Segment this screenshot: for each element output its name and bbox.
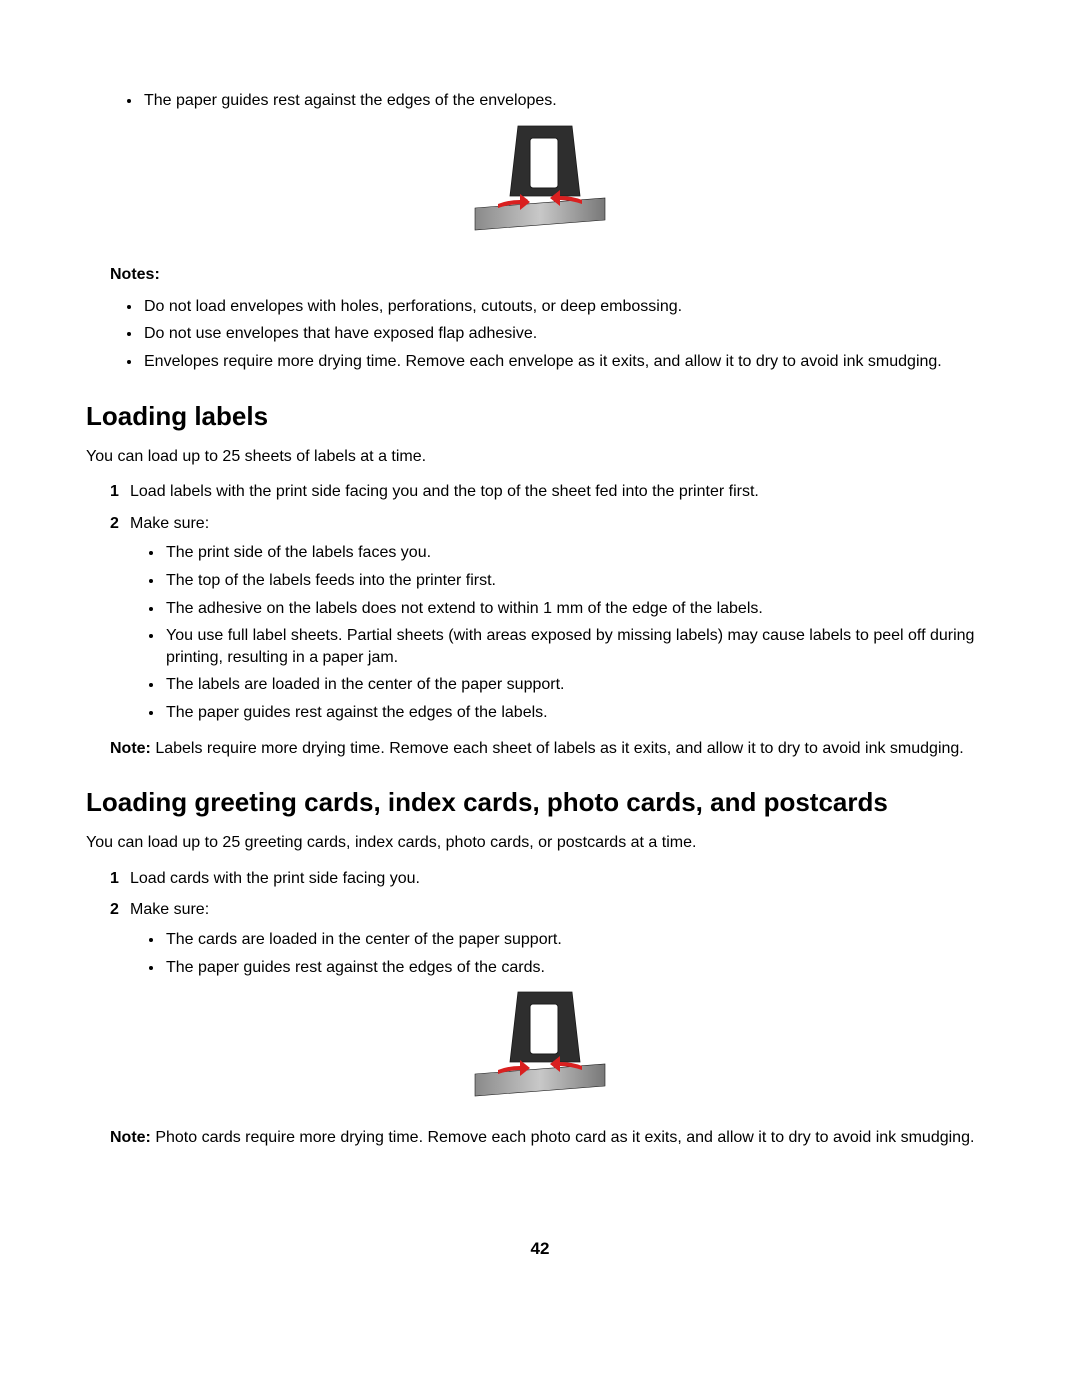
bullet-item: The print side of the labels faces you. bbox=[164, 542, 994, 564]
cards-step2-bullets: The cards are loaded in the center of th… bbox=[164, 929, 994, 978]
loading-labels-heading: Loading labels bbox=[86, 399, 994, 434]
labels-step-1: 1 Load labels with the print side facing… bbox=[110, 481, 994, 503]
cards-step-2: 2 Make sure: bbox=[110, 899, 994, 921]
bullet-item: The top of the labels feeds into the pri… bbox=[164, 570, 994, 592]
envelope-guides-bullet: The paper guides rest against the edges … bbox=[142, 90, 994, 112]
labels-step-2: 2 Make sure: bbox=[110, 513, 994, 535]
step-number: 1 bbox=[110, 481, 130, 503]
step-number: 2 bbox=[110, 513, 130, 535]
step-text: Make sure: bbox=[130, 513, 994, 535]
note-item: Do not load envelopes with holes, perfor… bbox=[142, 296, 994, 318]
page-number: 42 bbox=[86, 1238, 994, 1261]
note-label: Note: bbox=[110, 740, 151, 757]
cards-step-1: 1 Load cards with the print side facing … bbox=[110, 868, 994, 890]
step-number: 2 bbox=[110, 899, 130, 921]
envelope-notes-list: Do not load envelopes with holes, perfor… bbox=[142, 296, 994, 373]
bullet-item: The labels are loaded in the center of t… bbox=[164, 674, 994, 696]
cards-note: Note: Photo cards require more drying ti… bbox=[110, 1127, 994, 1149]
note-text: Labels require more drying time. Remove … bbox=[151, 740, 964, 757]
step-text: Load cards with the print side facing yo… bbox=[130, 868, 994, 890]
cards-illustration-wrap bbox=[86, 986, 994, 1113]
labels-note: Note: Labels require more drying time. R… bbox=[110, 738, 994, 760]
printer-feed-illustration bbox=[470, 120, 610, 240]
loading-cards-heading: Loading greeting cards, index cards, pho… bbox=[86, 785, 994, 820]
bullet-item: The paper guides rest against the edges … bbox=[164, 702, 994, 724]
labels-step2-bullets: The print side of the labels faces you. … bbox=[164, 542, 994, 723]
notes-heading: Notes: bbox=[110, 264, 994, 286]
envelope-illustration-wrap bbox=[86, 120, 994, 247]
note-label: Note: bbox=[110, 1129, 151, 1146]
labels-intro: You can load up to 25 sheets of labels a… bbox=[86, 446, 994, 468]
step-number: 1 bbox=[110, 868, 130, 890]
note-item: Do not use envelopes that have exposed f… bbox=[142, 323, 994, 345]
bullet-item: The cards are loaded in the center of th… bbox=[164, 929, 994, 951]
step-text: Load labels with the print side facing y… bbox=[130, 481, 994, 503]
bullet-item: The adhesive on the labels does not exte… bbox=[164, 598, 994, 620]
printer-feed-illustration bbox=[470, 986, 610, 1106]
note-item: Envelopes require more drying time. Remo… bbox=[142, 351, 994, 373]
bullet-item: The paper guides rest against the edges … bbox=[164, 957, 994, 979]
bullet-item: The paper guides rest against the edges … bbox=[142, 90, 994, 112]
note-text: Photo cards require more drying time. Re… bbox=[151, 1129, 975, 1146]
cards-intro: You can load up to 25 greeting cards, in… bbox=[86, 832, 994, 854]
bullet-item: You use full label sheets. Partial sheet… bbox=[164, 625, 994, 668]
step-text: Make sure: bbox=[130, 899, 994, 921]
